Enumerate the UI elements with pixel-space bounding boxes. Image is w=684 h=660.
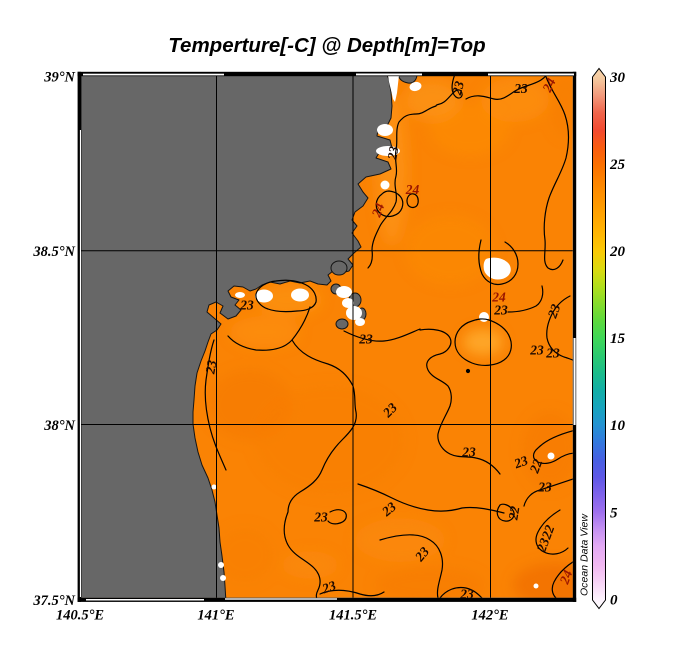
svg-text:23: 23 [358,332,373,347]
svg-text:22: 22 [538,523,557,542]
svg-text:23: 23 [449,79,467,97]
svg-text:37.5°N: 37.5°N [32,593,75,609]
svg-text:5: 5 [610,506,618,522]
svg-text:20: 20 [609,244,626,260]
svg-text:142°E: 142°E [471,608,509,624]
svg-text:23: 23 [239,298,254,313]
svg-text:23: 23 [511,453,530,472]
svg-text:25: 25 [609,157,626,173]
svg-text:23: 23 [202,359,219,376]
svg-text:39°N: 39°N [43,70,75,86]
svg-text:24: 24 [491,290,506,305]
svg-text:23: 23 [459,587,474,602]
svg-text:23: 23 [319,578,338,597]
svg-text:23: 23 [313,510,328,525]
svg-text:24: 24 [539,75,559,95]
svg-text:Ocean Data View: Ocean Data View [579,513,591,596]
svg-text:141.5°E: 141.5°E [329,608,377,624]
svg-text:15: 15 [610,331,626,347]
svg-text:141°E: 141°E [197,608,235,624]
svg-text:23: 23 [529,343,544,358]
svg-text:10: 10 [610,418,626,434]
svg-text:23: 23 [384,145,401,162]
svg-text:23: 23 [461,445,476,460]
svg-text:38.5°N: 38.5°N [32,244,75,260]
svg-text:23: 23 [545,346,560,361]
svg-text:140.5°E: 140.5°E [56,608,104,624]
svg-text:23: 23 [537,480,552,495]
svg-text:24: 24 [405,182,420,197]
svg-text:38°N: 38°N [43,418,75,434]
svg-text:30: 30 [609,70,626,86]
svg-text:0: 0 [610,593,618,609]
svg-text:23: 23 [544,302,563,321]
svg-text:23: 23 [493,303,508,318]
svg-text:Temperture[-C] @ Depth[m]=Top: Temperture[-C] @ Depth[m]=Top [168,34,485,57]
svg-text:22: 22 [526,457,545,476]
svg-text:23: 23 [513,81,528,96]
svg-text:24: 24 [368,201,387,220]
svg-text:24: 24 [556,568,575,587]
svg-text:23: 23 [533,536,552,555]
svg-text:22: 22 [505,505,522,522]
